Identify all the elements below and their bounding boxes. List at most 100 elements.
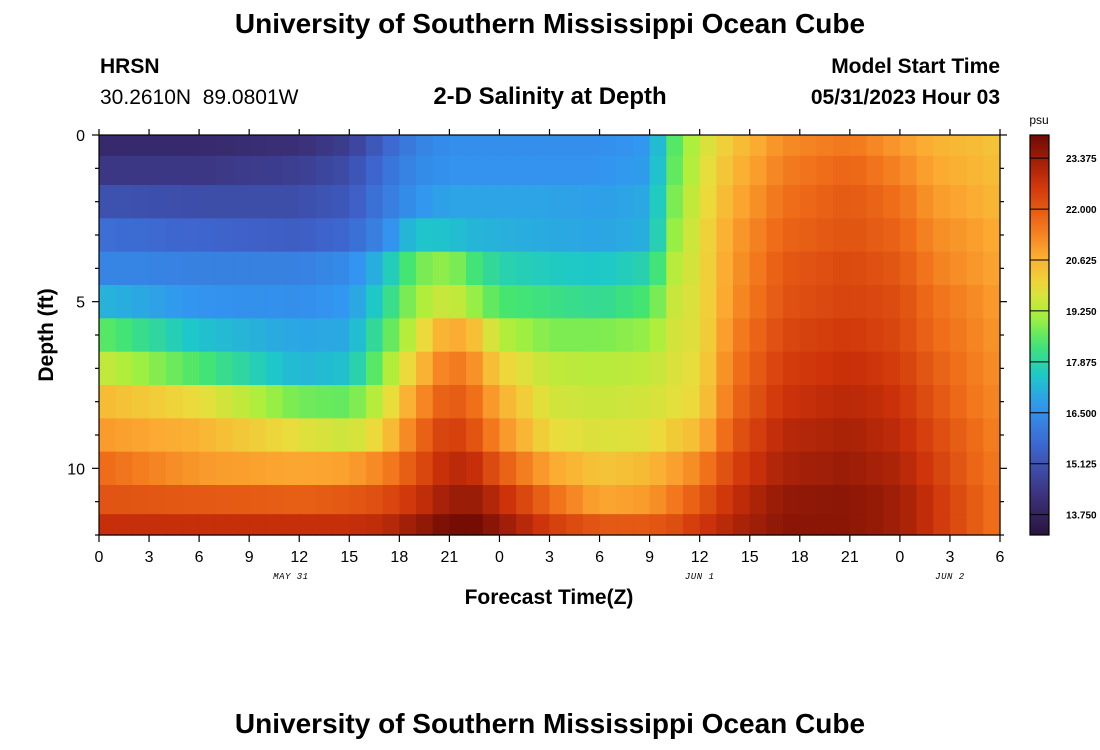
heatmap-cell — [899, 385, 918, 419]
heatmap-cell — [432, 135, 450, 157]
x-tick-label: 0 — [895, 549, 904, 566]
heatmap-cell — [299, 155, 317, 186]
heatmap-cell — [215, 451, 234, 486]
heatmap-cell — [566, 218, 584, 253]
heatmap-cell — [966, 251, 984, 286]
heatmap-cell — [149, 285, 167, 319]
heatmap-cell — [199, 155, 217, 186]
heatmap-cell — [766, 351, 784, 386]
heatmap-cell — [382, 351, 400, 386]
heatmap-cell — [733, 485, 751, 515]
model-start-label: Model Start Time — [831, 55, 1000, 78]
heatmap-cell — [649, 218, 667, 253]
heatmap-cell — [766, 135, 784, 157]
heatmap-cell — [582, 514, 601, 536]
heatmap-cell — [733, 155, 751, 186]
heatmap-cell — [332, 135, 350, 157]
heatmap-cell — [215, 285, 234, 319]
heatmap-cell — [115, 185, 133, 219]
colorbar-tick-label: 23.375 — [1066, 154, 1097, 165]
heatmap-cell — [265, 418, 284, 453]
heatmap-cell — [599, 251, 617, 286]
heatmap-cell — [666, 285, 684, 319]
heatmap-cell — [99, 155, 117, 186]
heatmap-cell — [933, 135, 951, 157]
heatmap-cell — [449, 418, 467, 453]
heatmap-cell — [332, 418, 350, 453]
heatmap-cell — [649, 351, 667, 386]
heatmap-cell — [232, 514, 250, 536]
heatmap-cell — [232, 155, 250, 186]
heatmap-cell — [566, 418, 584, 453]
x-tick-label: 3 — [945, 549, 954, 566]
heatmap-cell — [766, 485, 784, 515]
heatmap-cell — [582, 451, 601, 486]
heatmap-cell — [265, 351, 284, 386]
heatmap-cell — [482, 135, 501, 157]
heatmap-cell — [315, 318, 334, 353]
heatmap-cell — [132, 318, 150, 353]
heatmap-cell — [966, 285, 984, 319]
heatmap-cell — [616, 485, 634, 515]
heatmap-cell — [783, 451, 801, 486]
heatmap-cell — [966, 218, 984, 253]
y-tick-label: 0 — [76, 128, 85, 145]
heatmap-cell — [983, 485, 1001, 515]
heatmap-cell — [582, 185, 601, 219]
colorbar-tick-label: 17.875 — [1066, 358, 1097, 369]
heatmap-cell — [232, 385, 250, 419]
heatmap-cell — [282, 514, 300, 536]
heatmap-cell — [482, 155, 501, 186]
heatmap-cell — [466, 418, 484, 453]
heatmap-cell — [716, 514, 734, 536]
heatmap-cell — [165, 514, 184, 536]
heatmap-cell — [432, 351, 450, 386]
heatmap-cell — [866, 285, 884, 319]
heatmap-cell — [916, 318, 934, 353]
heatmap-cell — [549, 185, 567, 219]
heatmap-cell — [315, 218, 334, 253]
heatmap-cell — [632, 185, 651, 219]
heatmap-cell — [749, 418, 768, 453]
heatmap-cell — [315, 285, 334, 319]
heatmap-cell — [232, 135, 250, 157]
heatmap-cell — [632, 418, 651, 453]
heatmap-cell — [349, 318, 367, 353]
heatmap-cell — [282, 385, 300, 419]
heatmap-cell — [749, 218, 768, 253]
heatmap-cell — [749, 318, 768, 353]
heatmap-cell — [883, 514, 901, 536]
heatmap-cell — [416, 185, 434, 219]
colorbar-ticks: 13.750 15.125 16.500 17.875 19.250 20.625 22.0… — [1030, 154, 1097, 522]
heatmap-cell — [916, 155, 934, 186]
heatmap-cell — [299, 251, 317, 286]
heatmap-cell — [349, 385, 367, 419]
heatmap-cell — [466, 135, 484, 157]
heatmap-cell — [432, 185, 450, 219]
heatmap-cell — [666, 351, 684, 386]
y-axis-ticks: 0 5 10 — [67, 128, 1007, 536]
heatmap-cell — [682, 418, 701, 453]
heatmap-cell — [182, 135, 200, 157]
heatmap-cell — [115, 351, 133, 386]
heatmap-cell — [766, 155, 784, 186]
heatmap-cell — [983, 285, 1001, 319]
heatmap-cell — [783, 351, 801, 386]
heatmap-cell — [666, 385, 684, 419]
heatmap-cell — [449, 185, 467, 219]
heatmap-cell — [499, 285, 517, 319]
heatmap-cell — [632, 514, 651, 536]
heatmap-cell — [516, 485, 534, 515]
heatmap-cell — [132, 418, 150, 453]
heatmap-cell — [382, 185, 400, 219]
y-tick-label: 5 — [76, 295, 85, 312]
heatmap-cell — [265, 485, 284, 515]
heatmap-cell — [215, 251, 234, 286]
heatmap-cell — [682, 451, 701, 486]
heatmap-cell — [282, 135, 300, 157]
heatmap-cell — [599, 135, 617, 157]
heatmap-cell — [666, 185, 684, 219]
x-tick-label: 18 — [390, 549, 408, 566]
salinity-chart: 0 3 6 9 12 15 18 21 0 3 6 9 12 15 18 21 0 3 6 0 5 10 MAY 31 J… — [35, 113, 1097, 609]
heatmap-cell — [799, 514, 818, 536]
